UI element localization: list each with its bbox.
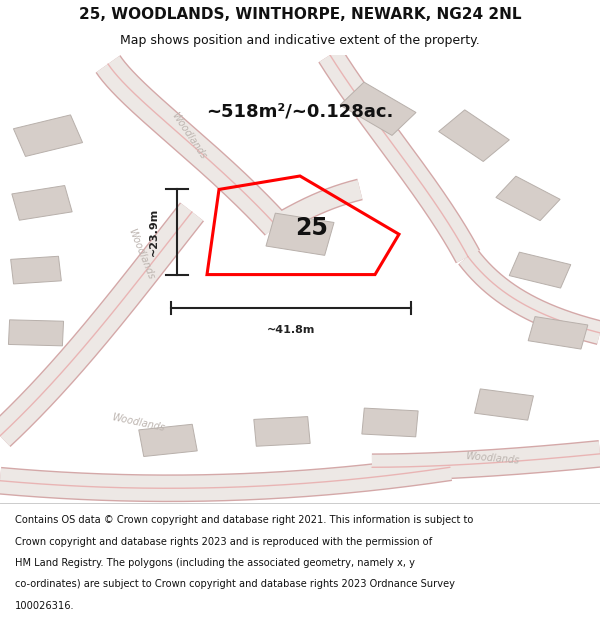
Bar [475, 389, 533, 420]
Text: Crown copyright and database rights 2023 and is reproduced with the permission o: Crown copyright and database rights 2023… [15, 537, 432, 547]
Text: ~41.8m: ~41.8m [267, 325, 315, 335]
Text: ~23.9m: ~23.9m [149, 208, 159, 256]
Text: HM Land Registry. The polygons (including the associated geometry, namely x, y: HM Land Registry. The polygons (includin… [15, 558, 415, 568]
Text: 25, WOODLANDS, WINTHORPE, NEWARK, NG24 2NL: 25, WOODLANDS, WINTHORPE, NEWARK, NG24 2… [79, 8, 521, 22]
Bar [11, 256, 61, 284]
Bar [439, 110, 509, 161]
Text: Woodlands: Woodlands [126, 228, 156, 281]
Bar [340, 82, 416, 136]
Bar [528, 317, 588, 349]
Text: Map shows position and indicative extent of the property.: Map shows position and indicative extent… [120, 34, 480, 47]
Bar [496, 176, 560, 221]
Text: Woodlands: Woodlands [170, 111, 208, 161]
Bar [362, 408, 418, 437]
Bar [12, 186, 72, 220]
Text: co-ordinates) are subject to Crown copyright and database rights 2023 Ordnance S: co-ordinates) are subject to Crown copyr… [15, 579, 455, 589]
Bar [8, 320, 64, 346]
Bar [13, 115, 83, 156]
Text: ~518m²/~0.128ac.: ~518m²/~0.128ac. [206, 102, 394, 120]
Bar [266, 213, 334, 256]
Bar [509, 252, 571, 288]
Text: Contains OS data © Crown copyright and database right 2021. This information is : Contains OS data © Crown copyright and d… [15, 515, 473, 525]
Bar [139, 424, 197, 456]
Text: 100026316.: 100026316. [15, 601, 74, 611]
Text: Woodlands: Woodlands [464, 451, 520, 466]
Text: 25: 25 [296, 216, 328, 239]
Bar [254, 417, 310, 446]
Text: Woodlands: Woodlands [110, 412, 166, 433]
